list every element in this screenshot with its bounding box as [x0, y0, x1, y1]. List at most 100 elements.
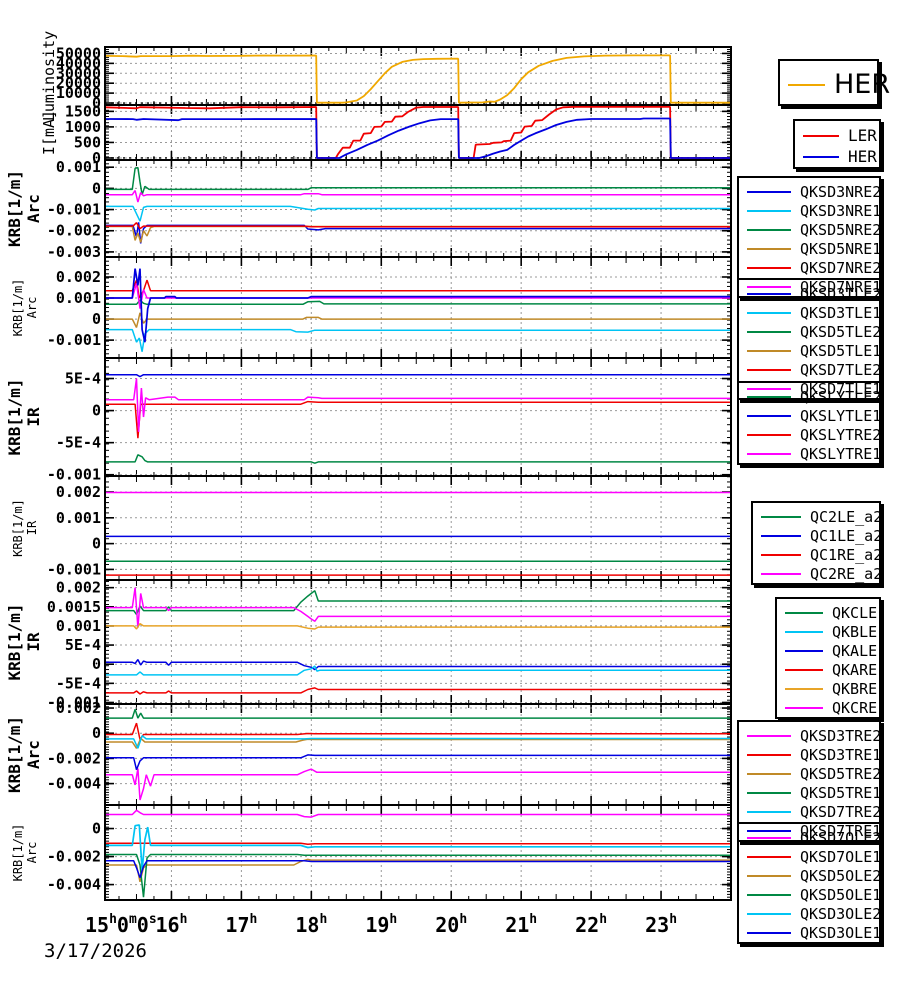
legend-entry: QKARE [777, 660, 879, 679]
x-tick-label: 22h​ [575, 912, 607, 937]
legend-line-swatch [747, 228, 791, 231]
legend-line-swatch [747, 772, 791, 775]
legend-label: QKSD3NRE1 [800, 201, 882, 220]
panel-krb-arc-ole: 0 -0.002 -0.004 KRB[1/m] Arc [11, 804, 732, 901]
y-axis-title: KRB[1/m] [11, 279, 25, 337]
series-QKBLE [105, 665, 731, 676]
x-tick-label: 17h​ [225, 912, 257, 937]
legend-entry: QKSD5TLE1 [739, 341, 881, 360]
series-QKSD7NRE2 [105, 222, 731, 230]
legend-line-swatch [747, 266, 791, 269]
legend-line-swatch [747, 452, 791, 455]
legend-label: QKSD5OLE1 [800, 885, 882, 904]
y-tick-label: -0.001 [47, 466, 101, 484]
legend-line-swatch [785, 630, 823, 633]
legend-box-qk: QKCLE QKBLE QKALE QKARE QKBRE QKCRE [775, 597, 881, 719]
legend-label: QKSLYTLE2 [800, 387, 882, 406]
y-tick-label: 5E-4 [65, 370, 101, 388]
legend-label: QKSD7TLE1 [800, 379, 882, 398]
legend-entry: QKSD5TRE2 [739, 764, 882, 783]
legend-line-swatch [747, 349, 791, 352]
x-axis-labels: 15h​0m​0s​16h​ 17h​ 18h​ 19h​ 20h​ 21h​ 22h​ 23… [85, 912, 677, 937]
y-tick-label: -0.003 [47, 243, 101, 261]
legend-label: QKSD5NRE1 [800, 239, 882, 258]
series-QKSD5OLE1 [105, 853, 731, 898]
legend-line-swatch [747, 912, 791, 915]
legend-label: QKSLYTLE1 [800, 406, 882, 425]
y-tick-label: 0 [92, 402, 101, 420]
legend-entry: QKSD7NRE2 [739, 258, 881, 277]
legend-label: QKSD3TRE2 [800, 726, 882, 745]
legend-line-swatch [761, 534, 801, 537]
legend-line-swatch [747, 855, 791, 858]
legend-entry: LER [795, 125, 879, 146]
legend-line-swatch [803, 155, 839, 158]
legend-line-swatch [747, 433, 791, 436]
legend-line-swatch [785, 668, 823, 671]
legend-label: QKSD3OLE2 [800, 904, 882, 923]
legend-line-swatch [747, 190, 791, 193]
series-QKSLYTLE1 [105, 373, 731, 378]
legend-entry: QKSD3TLE1 [739, 303, 881, 322]
y-tick-label: -5E-4 [56, 674, 101, 692]
series-QKSD5TRE2 [105, 737, 731, 749]
legend-entry: QKSD3NRE2 [739, 182, 882, 201]
legend-entry: QKSD5TLE2 [739, 322, 882, 341]
series-QKSLYTRE1 [105, 378, 731, 432]
legend-entry: QKSD3TRE1 [739, 745, 882, 764]
legend-line-swatch [747, 414, 791, 417]
panel-frame [104, 104, 732, 161]
legend-entry: QKALE [777, 641, 879, 660]
y-axis-title: Arc [24, 740, 43, 769]
legend-label: QKSD7TRE2 [800, 802, 882, 821]
legend-line-swatch [747, 931, 791, 934]
legend-line-swatch [761, 553, 801, 556]
legend-line-swatch [785, 706, 823, 709]
legend-label: QKSD7TLE2 [800, 360, 882, 379]
panel-frame [104, 475, 732, 581]
legend-entry: QKSD5NRE1 [739, 239, 882, 258]
legend-label: QKSD3TRE1 [800, 745, 882, 764]
legend-label: QKSLYTRE1 [800, 444, 882, 463]
legend-entry: QKSD5NRE2 [739, 220, 881, 239]
legend-entry: QKBLE [777, 622, 879, 641]
legend-label: HER [848, 147, 877, 166]
series-QKSD3TRE1 [105, 722, 731, 740]
legend-label: QKBLE [832, 622, 878, 641]
legend-label: LER [848, 126, 877, 145]
x-tick-label: 18h​ [295, 912, 327, 937]
legend-label: QKSD5TLE2 [800, 322, 882, 341]
legend-line-swatch [788, 83, 825, 86]
y-tick-label: 0 [92, 655, 101, 673]
legend-entry: QKSD7TLE1 [739, 379, 882, 398]
legend-entry: QKSD5OLE1 [739, 885, 882, 904]
legend-label: QKSD5TRE2 [800, 764, 882, 783]
legend-label: QKSD3NRE2 [800, 182, 882, 201]
series-QKSLYTRE2 [105, 400, 731, 439]
panel-krb-arc-tre: 0.002 0 -0.002 -0.004 KRB[1/m] Arc [5, 699, 732, 806]
y-axis-title: IR [24, 632, 43, 652]
y-tick-label: 1500 [65, 102, 101, 120]
series-QKSLYTLE2 [105, 454, 731, 464]
legend-entry: QC2LE_a2 [753, 507, 882, 526]
series-QKSD5OLE2 [105, 858, 731, 882]
legend-line-swatch [747, 829, 791, 832]
y-tick-label: 0.0015 [47, 598, 101, 616]
series-QKSD3TRE2 [105, 768, 731, 801]
legend-label: QKBRE [832, 679, 878, 698]
legend-line-swatch [747, 395, 791, 398]
y-tick-label: -0.004 [47, 876, 101, 894]
series-QKSD3TLE1 [105, 328, 731, 352]
legend-box-ole: QKSD7OLE2 QKSD7OLE1 QKSD5OLE2 QKSD5OLE1 QKSD… [737, 822, 881, 944]
legend-line-swatch [761, 572, 801, 575]
legend-entry: QKSD7TLE2 [739, 360, 882, 379]
legend-line-swatch [747, 387, 791, 390]
legend-entry: QKSD3OLE2 [739, 904, 882, 923]
series-QKALE [105, 659, 731, 671]
legend-line-swatch [761, 515, 801, 518]
panel-krb-arc-tle: 0.002 0.001 0 -0.001 KRB[1/m] Arc [11, 256, 732, 359]
y-axis-title: KRB[1/m] [5, 603, 24, 680]
series-QKSD3TLE2 [105, 268, 731, 343]
